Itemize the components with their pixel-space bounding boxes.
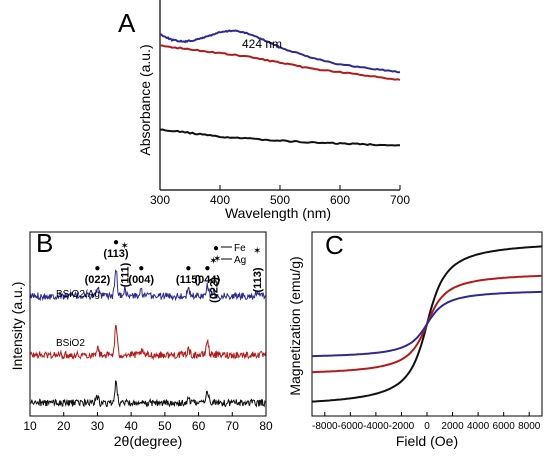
panel-b-tick-label: 20 bbox=[57, 419, 71, 433]
panel-b-frame bbox=[29, 231, 267, 417]
panel-c-tick-label: -4000 bbox=[363, 421, 389, 432]
panel-b-peak-label: (004) bbox=[128, 274, 154, 286]
panel-b-tick-label: 30 bbox=[91, 419, 105, 433]
panel-b-tick-label: 80 bbox=[259, 419, 273, 433]
panel-c-tick-label: -6000 bbox=[338, 421, 364, 432]
panel-b-tick-label: 60 bbox=[192, 419, 206, 433]
panel-b-series bbox=[29, 269, 266, 408]
panel-c-tick-label: 8000 bbox=[518, 421, 541, 432]
panel-a-tick-label: 500 bbox=[270, 193, 290, 207]
panel-a-x-label: Wavelength (nm) bbox=[225, 205, 331, 221]
panel-b-peak-marker: ● bbox=[138, 263, 144, 274]
panel-b-peak-label: (022) bbox=[85, 274, 111, 286]
panel-b-legend-fe-dot: ● bbox=[213, 243, 219, 254]
panel-c-letter: C bbox=[325, 230, 344, 260]
panel-b-legend-ag-star: ✶ bbox=[213, 254, 221, 265]
panel-b-legend-fe: Fe bbox=[234, 243, 246, 254]
panel-b-peak-marker: ✶ bbox=[253, 246, 261, 257]
panel-c-series bbox=[311, 245, 543, 403]
panel-b-peak-label: (111) bbox=[120, 262, 132, 287]
panel-b: B 10 20 30 40 50 60 70 80 ●(022)●(113)✶(111) ●(0… bbox=[9, 228, 273, 449]
panel-a-annotation: 424 nm bbox=[242, 37, 282, 51]
panel-a: A 300 400 500 600 700 424 nm Wavelength (nm)… bbox=[118, 0, 410, 221]
panel-c-tick-label: -2000 bbox=[389, 421, 415, 432]
panel-a-tick-label: 400 bbox=[210, 193, 230, 207]
panel-c-x-ticks: -8000 -6000 -4000 -2000 0 2000 4000 6000 8000 bbox=[312, 412, 541, 432]
panel-b-letter: B bbox=[36, 228, 53, 258]
panel-b-peak-labels: ●(022)●(113)✶(111) ●(004)●(115)●(044)✶(02… bbox=[85, 237, 265, 303]
panel-a-tick-label: 300 bbox=[150, 193, 170, 207]
panel-c-tick-label: 2000 bbox=[441, 421, 464, 432]
panel-a-tick-label: 700 bbox=[390, 193, 410, 207]
panel-b-peak-label: (044) bbox=[194, 274, 220, 286]
panel-b-tick-label: 70 bbox=[226, 419, 240, 433]
panel-b-peak-marker: ● bbox=[185, 263, 191, 274]
panel-a-series-line bbox=[159, 29, 401, 74]
panel-b-peak-marker: ✶ bbox=[209, 256, 217, 267]
panel-a-series-line bbox=[159, 44, 401, 81]
panel-b-tick-label: 40 bbox=[124, 419, 138, 433]
panel-b-peak-label: (115) bbox=[176, 274, 201, 286]
panel-b-series-line bbox=[29, 380, 266, 408]
panel-a-series bbox=[159, 29, 401, 147]
panel-c-tick-label: 4000 bbox=[467, 421, 490, 432]
panel-c-series-line bbox=[312, 290, 542, 358]
panel-a-tick-label: 600 bbox=[330, 193, 350, 207]
panel-b-x-ticks: 10 20 30 40 50 60 70 80 bbox=[23, 412, 273, 433]
panel-b-peak-marker: ✶ bbox=[121, 241, 129, 252]
panel-c-tick-label: -8000 bbox=[312, 421, 338, 432]
panel-b-peak-marker: ● bbox=[113, 237, 119, 248]
panel-b-legend-ag: Ag bbox=[234, 255, 246, 266]
panel-b-peak-label: (022) bbox=[208, 277, 220, 303]
panel-a-series-line bbox=[159, 128, 400, 147]
panel-a-x-ticks: 300 400 500 600 700 bbox=[150, 185, 410, 207]
panel-b-peak-marker: ● bbox=[94, 263, 100, 274]
panel-b-x-label: 2θ(degree) bbox=[114, 433, 183, 449]
panel-b-peak-label: (113) bbox=[103, 248, 128, 260]
panel-b-tick-label: 10 bbox=[23, 419, 37, 433]
panel-b-series-label-1: BSiO2/Ag bbox=[56, 289, 100, 300]
panel-b-series-line bbox=[29, 269, 266, 302]
panel-b-y-label: Intensity (a.u.) bbox=[9, 282, 25, 371]
panel-b-series-label-2: BSiO2 bbox=[56, 338, 85, 349]
panel-b-series-line bbox=[29, 325, 266, 361]
panel-b-peak-label: (113) bbox=[252, 267, 264, 292]
panel-c: C -8000 -6000 -4000 -2000 0 2000 4000 6000 8000 … bbox=[287, 230, 543, 449]
panel-b-peak-marker: ● bbox=[204, 263, 210, 274]
panel-c-y-label: Magnetization (emu/g) bbox=[287, 256, 303, 395]
panel-b-tick-label: 50 bbox=[158, 419, 172, 433]
panel-c-tick-label: 0 bbox=[424, 421, 430, 432]
panel-a-y-label: Absorbance (a.u.) bbox=[137, 44, 153, 155]
panel-a-letter: A bbox=[118, 8, 136, 38]
panel-c-tick-label: 6000 bbox=[493, 421, 516, 432]
panel-c-x-label: Field (Oe) bbox=[396, 433, 458, 449]
